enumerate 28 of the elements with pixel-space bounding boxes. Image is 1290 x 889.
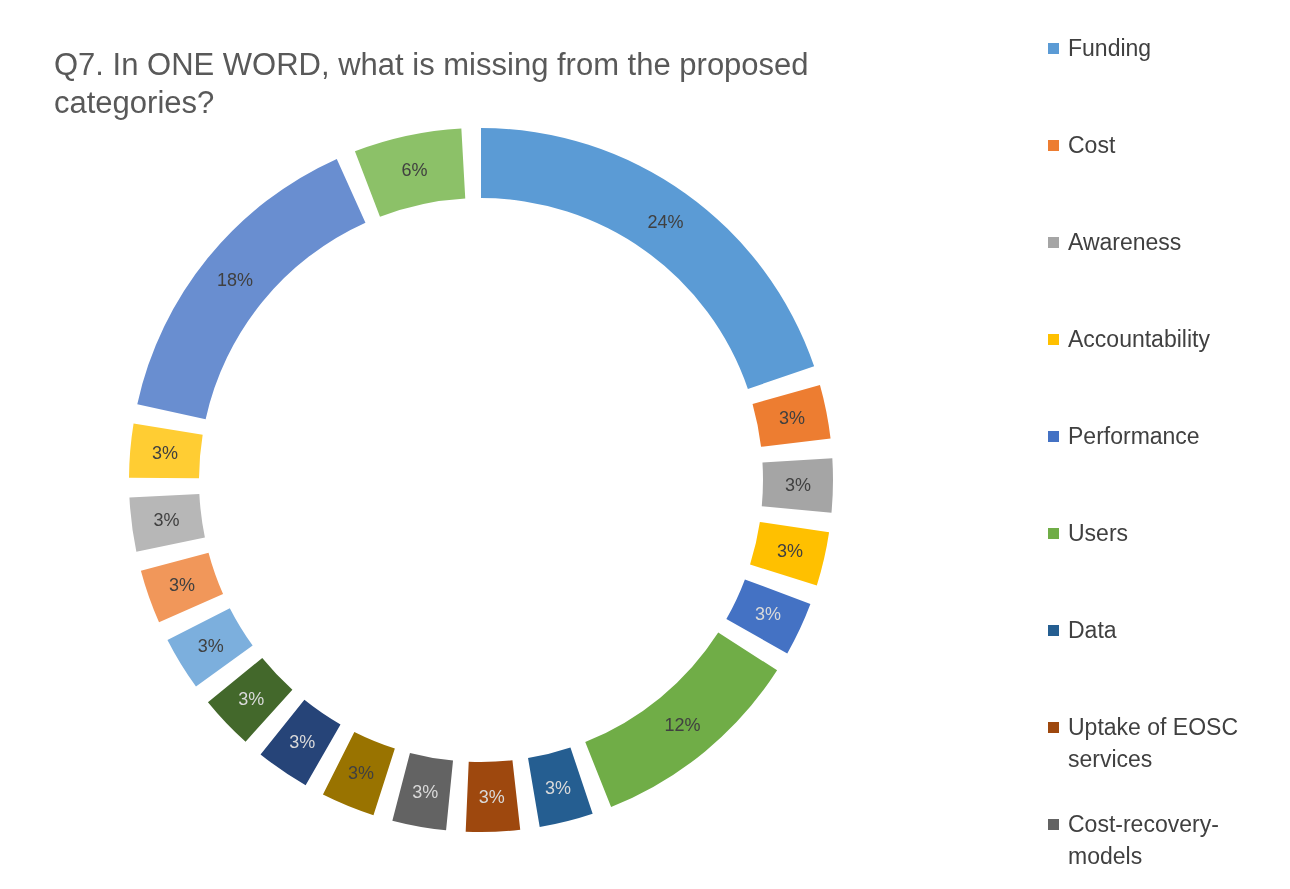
- legend-label: Uptake of EOSC services: [1068, 713, 1240, 774]
- legend-label: Performance: [1068, 422, 1200, 451]
- legend-label: Users: [1068, 519, 1129, 548]
- data-label: 6%: [401, 160, 428, 181]
- legend-label: Awareness: [1068, 228, 1182, 257]
- data-label: 3%: [478, 786, 505, 807]
- legend-label: Cost-recovery-models: [1068, 810, 1220, 871]
- data-label: 3%: [778, 408, 805, 429]
- data-label: 3%: [152, 443, 179, 464]
- data-label: 3%: [348, 763, 375, 784]
- data-label: 3%: [238, 688, 265, 709]
- data-label: 3%: [153, 510, 180, 531]
- data-label: 3%: [784, 474, 811, 495]
- data-label: 12%: [664, 714, 701, 735]
- data-label: 3%: [776, 541, 803, 562]
- data-label: 3%: [755, 604, 782, 625]
- data-label: 3%: [168, 575, 195, 596]
- legend-label: Data: [1068, 616, 1117, 645]
- data-label: 3%: [544, 777, 571, 798]
- text: Q7. In ONE WORD, what is missing from the proposed categories?: [54, 46, 810, 122]
- data-label: 24%: [647, 212, 684, 233]
- data-label: 3%: [412, 782, 439, 803]
- data-label: 3%: [289, 731, 316, 752]
- data-label: 3%: [197, 635, 224, 656]
- legend-label: Cost: [1068, 131, 1116, 160]
- legend-label: Accountability: [1068, 325, 1210, 354]
- data-label: 18%: [217, 269, 254, 290]
- legend-label: Funding: [1068, 34, 1152, 63]
